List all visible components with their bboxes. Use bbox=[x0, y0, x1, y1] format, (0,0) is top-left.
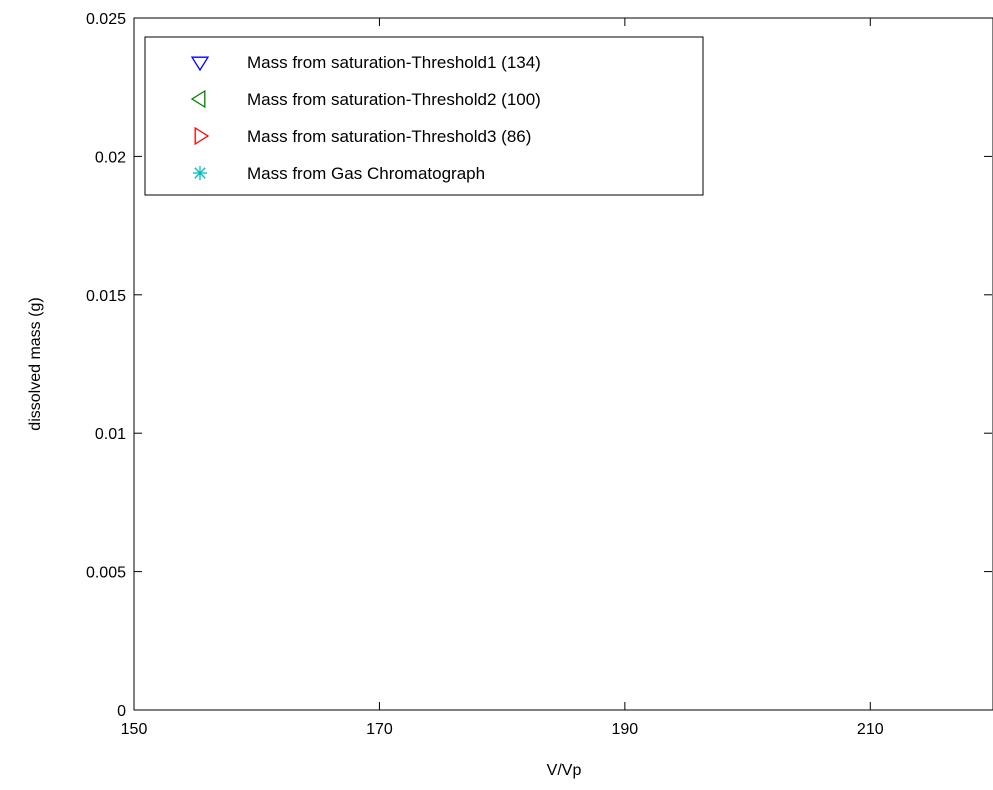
legend-box bbox=[144, 36, 704, 196]
y-axis-label: dissolved mass (g) bbox=[27, 297, 44, 430]
y-tick-label: 0 bbox=[117, 703, 126, 720]
y-tick-label: 0.02 bbox=[95, 149, 126, 166]
y-tick-label: 0.025 bbox=[86, 11, 126, 28]
legend-entry-label: Mass from saturation-Threshold1 (134) bbox=[247, 53, 541, 72]
x-tick-label: 170 bbox=[366, 721, 393, 738]
x-tick-label: 190 bbox=[612, 721, 639, 738]
x-axis-label: V/Vp bbox=[547, 762, 582, 779]
legend-marker bbox=[193, 166, 207, 180]
legend-marker bbox=[194, 126, 210, 146]
legend-entry-label: Mass from Gas Chromatograph bbox=[247, 164, 485, 183]
legend-marker bbox=[190, 89, 206, 109]
legend: Mass from saturation-Threshold1 (134) Mas… bbox=[144, 36, 704, 196]
legend-entry-label: Mass from saturation-Threshold3 (86) bbox=[247, 127, 531, 146]
y-tick-label: 0.005 bbox=[86, 565, 126, 582]
legend-marker bbox=[190, 56, 210, 72]
x-tick-label: 150 bbox=[121, 721, 148, 738]
x-tick-label: 210 bbox=[857, 721, 884, 738]
y-tick-label: 0.01 bbox=[95, 426, 126, 443]
y-tick-label: 0.015 bbox=[86, 288, 126, 305]
legend-entry-label: Mass from saturation-Threshold2 (100) bbox=[247, 90, 541, 109]
